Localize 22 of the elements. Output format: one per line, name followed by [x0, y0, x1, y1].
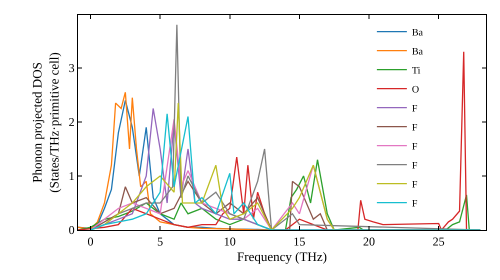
legend-label: F — [412, 122, 418, 134]
y-axis-title: Phonon projected DOS (States/THz·primitive cell) — [30, 52, 62, 193]
y-tick-label: 3 — [68, 61, 75, 76]
legend-label: Ti — [412, 66, 421, 77]
legend-label: Ba — [412, 28, 424, 39]
legend-label: F — [412, 198, 418, 210]
x-tick-label: 15 — [293, 234, 306, 248]
legend-label: F — [412, 160, 418, 172]
x-tick-label: 20 — [363, 234, 376, 248]
legend-label: F — [412, 180, 418, 191]
legend-label: F — [412, 104, 418, 115]
x-tick-label: 0 — [88, 234, 94, 248]
y-tick-label: 0 — [68, 223, 75, 238]
legend-label: O — [412, 84, 420, 96]
y-tick-label: 1 — [68, 169, 75, 184]
legend-label: F — [412, 142, 418, 153]
x-axis-title: Frequency (THz) — [237, 249, 327, 264]
x-tick-label: 10 — [224, 234, 236, 248]
legend-label: Ba — [412, 46, 424, 58]
y-tick-label: 2 — [68, 115, 75, 130]
x-tick-label: 25 — [432, 234, 445, 248]
x-tick-label: 5 — [157, 234, 164, 248]
